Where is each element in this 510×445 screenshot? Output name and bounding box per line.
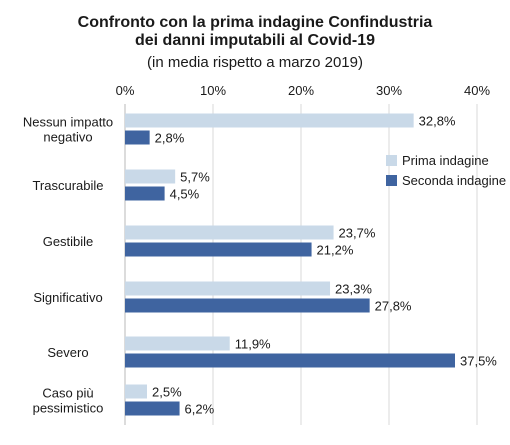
legend-label: Seconda indagine xyxy=(402,173,506,188)
category-label: Severo xyxy=(47,345,88,360)
chart-title: Confronto con la prima indagine Confindu… xyxy=(78,14,433,71)
x-tick-label: 0% xyxy=(116,83,135,98)
data-label: 4,5% xyxy=(170,187,200,202)
category-label: Trascurabile xyxy=(32,178,103,193)
x-tick-label: 10% xyxy=(200,83,226,98)
bar-seconda-indagine xyxy=(125,353,455,368)
bar-prima-indagine xyxy=(125,169,176,184)
category-label: negativo xyxy=(43,130,92,145)
data-label: 2,5% xyxy=(152,385,182,400)
bars: 32,8% 5,7% 23,7% 23,3% 11,9% 2,5% 2,8% 4,5% 21,2… xyxy=(125,113,497,417)
data-label: 2,8% xyxy=(155,131,185,146)
x-tick-label: 40% xyxy=(464,83,490,98)
chart-title-line: dei danni imputabili al Covid-19 xyxy=(135,32,375,49)
bar-prima-indagine xyxy=(125,384,147,399)
bar-prima-indagine xyxy=(125,281,331,296)
bar-seconda-indagine xyxy=(125,298,370,313)
legend-swatch xyxy=(386,155,397,166)
bar-prima-indagine xyxy=(125,336,230,351)
chart-title-line: Confronto con la prima indagine Confindu… xyxy=(78,14,433,31)
data-label: 27,8% xyxy=(375,299,412,314)
data-label: 32,8% xyxy=(419,114,456,129)
data-label: 23,7% xyxy=(339,226,376,241)
x-axis-ticks: 0% 10% 20% 30% 40% xyxy=(116,83,491,98)
category-label: Nessun impatto xyxy=(23,115,113,130)
bar-seconda-indagine xyxy=(125,130,150,145)
bar-seconda-indagine xyxy=(125,186,165,201)
data-label: 6,2% xyxy=(185,402,215,417)
data-label: 21,2% xyxy=(317,243,354,258)
chart-subtitle: (in media rispetto a marzo 2019) xyxy=(147,54,363,71)
category-label: Caso più xyxy=(42,386,93,401)
category-label: Gestibile xyxy=(43,234,94,249)
category-label: Significativo xyxy=(33,290,102,305)
data-label: 23,3% xyxy=(335,282,372,297)
category-label: pessimistico xyxy=(33,401,104,416)
bar-seconda-indagine xyxy=(125,401,180,416)
x-tick-label: 20% xyxy=(288,83,314,98)
x-tick-label: 30% xyxy=(376,83,402,98)
bar-seconda-indagine xyxy=(125,242,312,257)
data-label: 37,5% xyxy=(460,354,497,369)
legend-swatch xyxy=(386,175,397,186)
legend: Prima indagine Seconda indagine xyxy=(386,153,506,188)
bar-prima-indagine xyxy=(125,113,414,128)
data-label: 5,7% xyxy=(180,170,210,185)
bar-prima-indagine xyxy=(125,225,334,240)
legend-label: Prima indagine xyxy=(402,153,489,168)
data-label: 11,9% xyxy=(235,337,271,352)
